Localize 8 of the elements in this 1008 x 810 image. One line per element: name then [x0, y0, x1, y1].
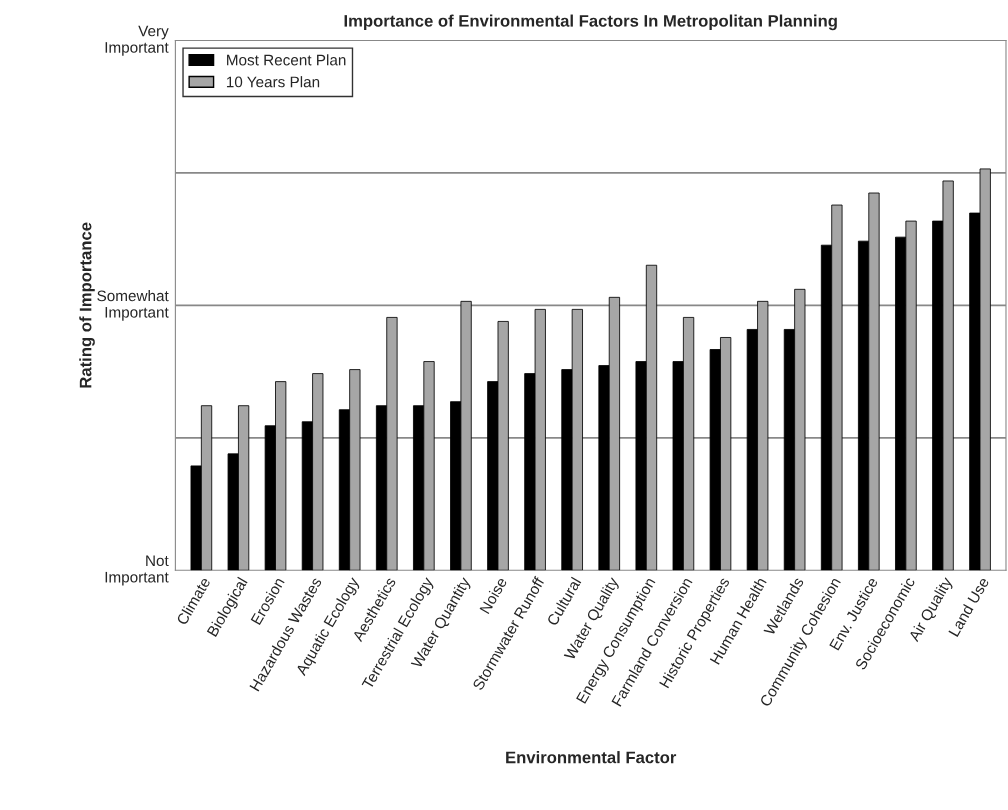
text: Very Important	[105, 25, 169, 56]
text: Not Important	[105, 555, 169, 586]
y-axis-title: Rating of Importance	[79, 222, 95, 388]
legend-label: Most Recent Plan	[227, 54, 346, 66]
legend-label: 10 Years Plan	[226, 76, 320, 88]
chart-title: Importance of Environmental Factors In Metropolitan Planning	[344, 14, 837, 31]
x-axis-title: Environmental Factor	[506, 751, 677, 764]
text: Somewhat Important	[97, 290, 169, 321]
